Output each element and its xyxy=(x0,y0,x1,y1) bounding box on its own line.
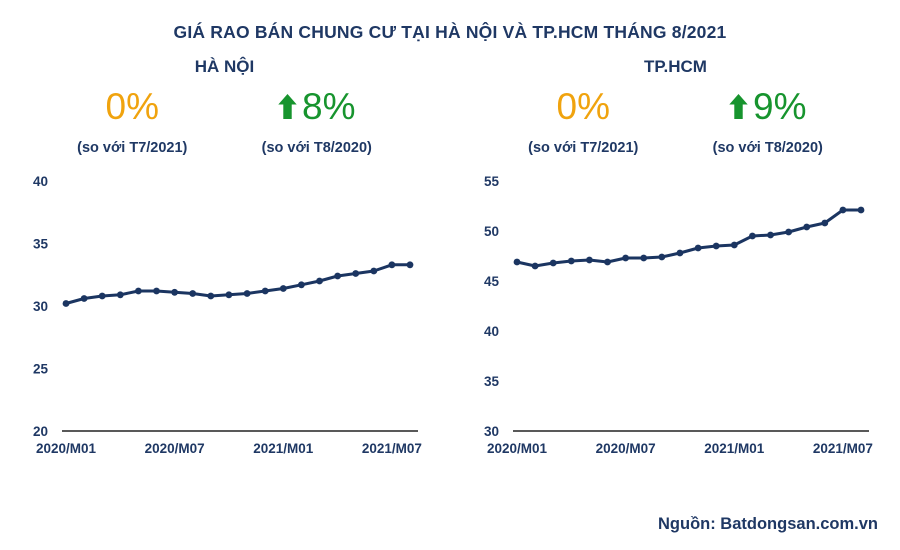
yoy-change-value-hanoi: 8% xyxy=(278,81,355,131)
y-tick-label: 40 xyxy=(484,324,499,339)
mom-change-value-hcm: 0% xyxy=(557,81,610,131)
x-tick-label: 2021/M07 xyxy=(362,441,422,456)
data-point xyxy=(62,300,70,307)
x-tick-label: 2021/M01 xyxy=(253,441,314,456)
chart-block-hanoi: HÀ NỘI 0% (so với T7/2021) 8% (so với T8… xyxy=(12,51,437,469)
data-point xyxy=(279,285,287,292)
data-point xyxy=(352,270,360,277)
up-arrow-icon xyxy=(729,93,748,119)
yoy-change-number: 9% xyxy=(753,85,807,127)
data-point xyxy=(153,287,160,295)
data-point xyxy=(98,292,106,300)
source-credit: Nguồn: Batdongsan.com.vn xyxy=(658,515,878,533)
y-tick-label: 25 xyxy=(33,362,49,377)
data-point xyxy=(243,290,251,297)
data-point xyxy=(316,277,323,285)
data-point xyxy=(370,267,378,275)
data-point xyxy=(767,231,774,239)
x-tick-label: 2021/M01 xyxy=(704,441,765,456)
data-point xyxy=(298,281,305,289)
y-tick-label: 35 xyxy=(484,374,500,389)
up-arrow-icon xyxy=(278,93,297,119)
chart-block-hcm: TP.HCM 0% (so với T7/2021) 9% (so với T8… xyxy=(463,51,888,469)
data-point xyxy=(785,228,792,236)
data-point xyxy=(712,242,720,250)
data-point xyxy=(549,259,557,267)
y-tick-label: 45 xyxy=(484,274,500,289)
data-point xyxy=(622,254,629,262)
y-tick-label: 20 xyxy=(33,424,48,439)
x-tick-label: 2021/M07 xyxy=(813,441,873,456)
mom-change-number: 0% xyxy=(105,85,159,127)
stat-mom-hcm: 0% (so với T7/2021) xyxy=(491,81,676,167)
page-title: GIÁ RAO BÁN CHUNG CƯ TẠI HÀ NỘI VÀ TP.HC… xyxy=(173,22,727,42)
city-title-hanoi: HÀ NỘI xyxy=(194,57,255,76)
yoy-change-caption-hcm: (so với T8/2020) xyxy=(712,140,823,156)
x-tick-label: 2020/M01 xyxy=(487,441,548,456)
chart-svg-1: 55 50 45 40 35 30 2020/M01 2020/M07 2021/M01 2021… xyxy=(484,174,873,456)
data-point xyxy=(730,241,738,249)
mom-change-value-hanoi: 0% xyxy=(106,81,159,131)
price-line xyxy=(64,263,412,305)
data-point xyxy=(513,258,521,266)
y-tick-label: 30 xyxy=(33,299,48,314)
x-tick-label: 2020/M01 xyxy=(36,441,97,456)
data-point xyxy=(586,256,593,264)
data-point xyxy=(640,254,648,262)
data-point xyxy=(80,295,88,302)
data-point xyxy=(261,287,269,295)
x-tick-label: 2020/M07 xyxy=(596,441,656,456)
data-point xyxy=(388,261,396,269)
data-point xyxy=(135,287,142,295)
mom-change-number: 0% xyxy=(556,85,610,127)
yoy-change-caption-hanoi: (so với T8/2020) xyxy=(261,140,372,156)
yoy-change-number: 8% xyxy=(302,85,356,127)
data-point xyxy=(334,272,341,280)
data-point xyxy=(406,261,414,269)
data-point xyxy=(171,288,179,296)
stat-yoy-hcm: 9% (so với T8/2020) xyxy=(676,81,861,167)
data-point xyxy=(116,291,124,299)
mom-change-caption-hcm: (so với T7/2021) xyxy=(528,140,639,156)
price-line xyxy=(515,208,863,268)
data-point xyxy=(225,291,233,299)
stat-mom-hanoi: 0% (so với T7/2021) xyxy=(40,81,225,167)
stats-row-hcm: 0% (so với T7/2021) 9% (so với T8/2020) xyxy=(463,81,888,167)
stats-row-hanoi: 0% (so với T7/2021) 8% (so với T8/2020) xyxy=(12,81,437,167)
mom-change-caption-hanoi: (so với T7/2021) xyxy=(77,140,188,156)
data-point xyxy=(207,292,215,300)
chart-svg-0: 40 35 30 25 20 2020/M01 2020/M07 2021/M01 2021/M… xyxy=(33,174,422,456)
data-point xyxy=(531,262,539,270)
data-point xyxy=(189,290,197,297)
data-point xyxy=(749,232,756,240)
city-title-hcm: TP.HCM xyxy=(644,57,707,76)
charts-row: HÀ NỘI 0% (so với T7/2021) 8% (so với T8… xyxy=(0,51,900,469)
y-tick-label: 40 xyxy=(33,174,48,189)
data-point xyxy=(857,206,865,214)
y-tick-label: 55 xyxy=(484,174,500,189)
data-point xyxy=(821,219,829,227)
y-tick-label: 50 xyxy=(484,224,499,239)
data-point xyxy=(839,206,847,214)
data-point xyxy=(694,244,702,252)
data-point xyxy=(676,249,684,257)
data-point xyxy=(604,258,611,266)
y-tick-label: 35 xyxy=(33,237,49,252)
x-tick-label: 2020/M07 xyxy=(145,441,205,456)
data-point xyxy=(658,253,666,261)
y-tick-label: 30 xyxy=(484,424,499,439)
data-point xyxy=(567,257,575,265)
data-point xyxy=(803,223,811,231)
stat-yoy-hanoi: 8% (so với T8/2020) xyxy=(225,81,410,167)
yoy-change-value-hcm: 9% xyxy=(729,81,806,131)
